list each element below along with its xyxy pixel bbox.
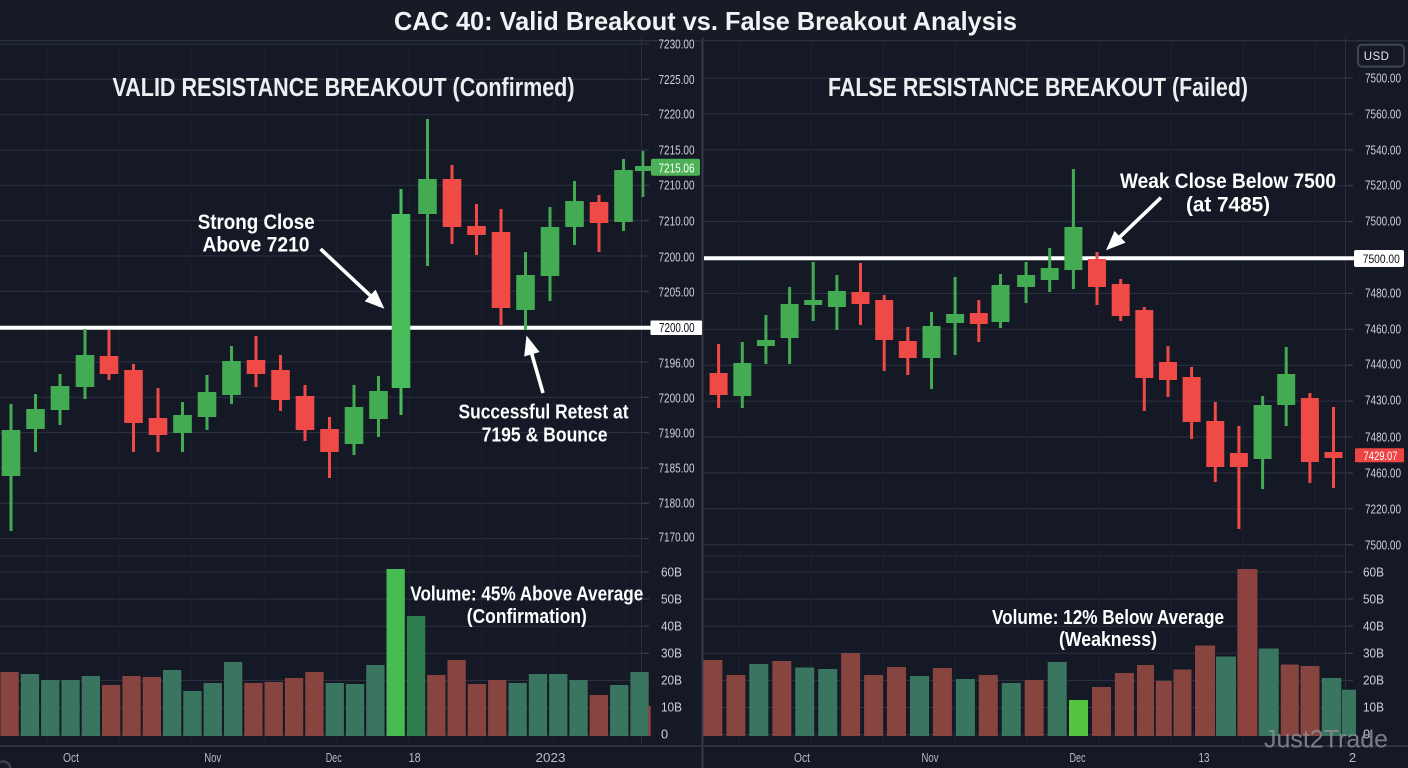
svg-text:7460.00: 7460.00 — [1365, 466, 1401, 481]
svg-text:Just2Trade: Just2Trade — [1264, 726, 1388, 754]
svg-text:(Weakness): (Weakness) — [1059, 628, 1157, 651]
svg-text:Dec: Dec — [1070, 750, 1086, 765]
svg-text:Successful Retest at: Successful Retest at — [459, 401, 629, 424]
svg-text:FALSE RESISTANCE BREAKOUT (Fai: FALSE RESISTANCE BREAKOUT (Failed) — [828, 74, 1248, 102]
svg-text:7480.00: 7480.00 — [1365, 286, 1401, 301]
svg-text:7480.00: 7480.00 — [1365, 430, 1401, 445]
svg-text:7215.00: 7215.00 — [659, 143, 695, 158]
svg-text:10B: 10B — [661, 700, 682, 715]
svg-text:30B: 30B — [661, 646, 682, 661]
svg-text:7205.00: 7205.00 — [659, 285, 695, 300]
svg-text:(at 7485): (at 7485) — [1186, 194, 1270, 217]
svg-text:7460.00: 7460.00 — [1365, 322, 1401, 337]
svg-text:2023: 2023 — [536, 750, 566, 765]
svg-text:0: 0 — [1363, 727, 1370, 742]
svg-text:(Confirmation): (Confirmation) — [467, 605, 587, 628]
svg-text:Volume: 12% Below Average: Volume: 12% Below Average — [992, 606, 1224, 629]
svg-text:40B: 40B — [661, 619, 682, 634]
svg-text:VALID RESISTANCE BREAKOUT (Con: VALID RESISTANCE BREAKOUT (Confirmed) — [113, 74, 575, 102]
svg-text:60B: 60B — [661, 565, 682, 580]
svg-text:7185.00: 7185.00 — [659, 461, 695, 476]
svg-text:7225.00: 7225.00 — [659, 72, 695, 87]
svg-text:7196.00: 7196.00 — [659, 356, 695, 371]
svg-text:7520.00: 7520.00 — [1365, 178, 1401, 193]
svg-text:30B: 30B — [1363, 646, 1384, 661]
svg-text:Volume: 45% Above Average: Volume: 45% Above Average — [410, 583, 643, 606]
svg-text:Nov: Nov — [922, 750, 939, 765]
svg-text:0: 0 — [661, 727, 668, 742]
svg-text:7500.00: 7500.00 — [1363, 252, 1400, 266]
svg-text:7190.00: 7190.00 — [659, 426, 695, 441]
svg-text:18: 18 — [409, 750, 421, 765]
svg-text:7560.00: 7560.00 — [1365, 107, 1401, 122]
svg-text:7200.00: 7200.00 — [659, 321, 695, 335]
svg-text:40B: 40B — [1363, 619, 1384, 634]
svg-text:7430.00: 7430.00 — [1365, 393, 1401, 408]
svg-text:20B: 20B — [1363, 673, 1384, 688]
svg-text:7210.00: 7210.00 — [659, 178, 695, 193]
svg-text:7200.00: 7200.00 — [659, 391, 695, 406]
svg-text:7200.00: 7200.00 — [659, 250, 695, 265]
svg-text:2: 2 — [1349, 750, 1356, 765]
svg-text:50B: 50B — [1363, 592, 1384, 607]
svg-text:7500.00: 7500.00 — [1365, 71, 1401, 86]
svg-text:7195 & Bounce: 7195 & Bounce — [482, 424, 608, 447]
svg-text:7230.00: 7230.00 — [659, 37, 695, 52]
svg-text:7500.00: 7500.00 — [1365, 538, 1401, 553]
svg-text:7170.00: 7170.00 — [659, 530, 695, 545]
svg-text:CAC 40: Valid Breakout vs. Fal: CAC 40: Valid Breakout vs. False Breakou… — [394, 6, 1017, 36]
svg-text:Nov: Nov — [204, 750, 221, 765]
svg-text:7429.07: 7429.07 — [1364, 449, 1398, 463]
svg-text:7440.00: 7440.00 — [1365, 357, 1401, 372]
svg-text:10B: 10B — [1363, 700, 1384, 715]
svg-text:Oct: Oct — [63, 750, 79, 765]
svg-text:7215.06: 7215.06 — [659, 160, 695, 175]
svg-text:Dec: Dec — [326, 750, 342, 765]
svg-text:7220.00: 7220.00 — [659, 107, 695, 122]
svg-text:7210.00: 7210.00 — [659, 214, 695, 229]
svg-text:Weak Close Below 7500: Weak Close Below 7500 — [1120, 170, 1336, 193]
svg-text:7500.00: 7500.00 — [1365, 214, 1401, 229]
svg-text:7180.00: 7180.00 — [659, 496, 695, 511]
svg-text:13: 13 — [1199, 750, 1210, 765]
svg-text:20B: 20B — [661, 673, 682, 688]
svg-text:50B: 50B — [661, 592, 682, 607]
svg-text:USD: USD — [1364, 51, 1390, 63]
svg-text:60B: 60B — [1363, 565, 1384, 580]
svg-text:7540.00: 7540.00 — [1365, 143, 1401, 158]
svg-text:Oct: Oct — [794, 750, 810, 765]
svg-text:7220.00: 7220.00 — [1365, 502, 1401, 517]
svg-text:Above 7210: Above 7210 — [203, 233, 310, 257]
svg-text:Strong Close: Strong Close — [198, 210, 315, 234]
